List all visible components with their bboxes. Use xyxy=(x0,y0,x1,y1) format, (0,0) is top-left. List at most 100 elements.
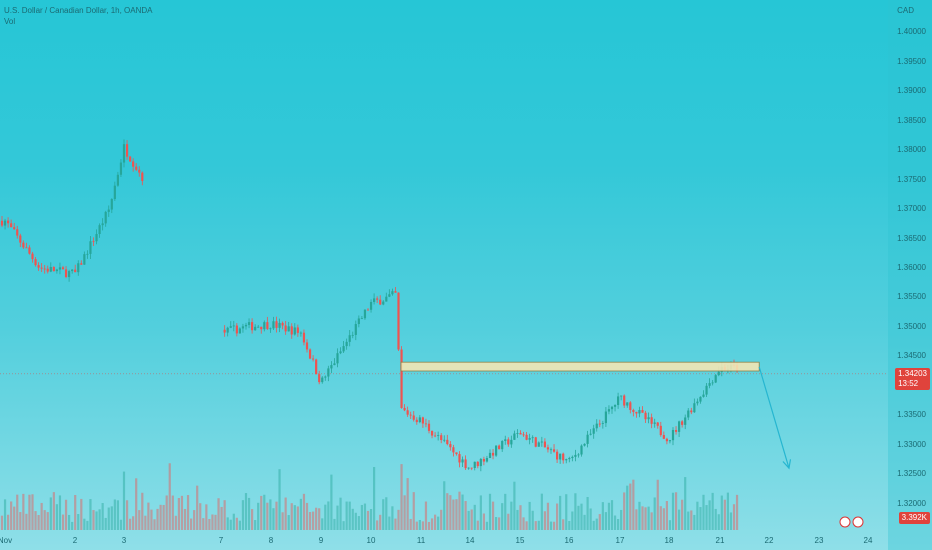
volume-bar xyxy=(565,494,568,530)
volume-bar xyxy=(296,506,299,530)
candle-body xyxy=(668,440,672,442)
volume-bar xyxy=(388,516,391,530)
x-tick-label: 11 xyxy=(416,536,426,545)
volume-bar xyxy=(269,499,272,530)
candle-body xyxy=(644,412,647,420)
candle-body xyxy=(31,253,34,260)
volume-bar xyxy=(119,519,123,530)
volume-bar xyxy=(559,495,562,530)
candle-body xyxy=(302,332,306,343)
candle-body xyxy=(287,326,290,332)
candle-body xyxy=(348,335,351,342)
candle-body xyxy=(430,430,434,436)
volume-bar xyxy=(430,518,434,530)
volume-bar xyxy=(308,511,312,530)
y-tick-label: 1.40000 xyxy=(897,27,926,37)
volume-bar xyxy=(400,464,403,530)
candle-body xyxy=(595,423,598,429)
volume-bar xyxy=(132,516,135,530)
volume-bar xyxy=(620,509,623,530)
volume-bar xyxy=(354,512,357,530)
volume-bar xyxy=(171,495,174,530)
volume-bar xyxy=(0,515,4,530)
candle-body xyxy=(662,435,665,439)
x-tick-label: 24 xyxy=(863,536,873,545)
projection-arrow-head xyxy=(782,459,792,470)
volume-bar xyxy=(196,485,199,530)
volume-bar xyxy=(562,519,565,530)
volume-bar xyxy=(662,508,665,530)
candle-body xyxy=(19,235,22,243)
volume-bar xyxy=(318,508,321,530)
volume-bar xyxy=(678,509,681,530)
volume-bar xyxy=(629,483,632,530)
volume-bar xyxy=(473,504,476,530)
candle-body xyxy=(674,429,678,432)
volume-bar xyxy=(263,494,266,530)
volume-bar xyxy=(409,518,412,530)
volume-bar xyxy=(58,495,62,530)
volume-bar xyxy=(180,495,184,530)
x-tick-label: 15 xyxy=(515,536,525,545)
candle-body xyxy=(80,263,83,265)
volume-bar xyxy=(284,497,287,530)
candle-body xyxy=(293,327,296,335)
candle-body xyxy=(650,417,653,424)
candle-body xyxy=(528,438,531,440)
candle-body xyxy=(92,241,95,243)
volume-bar xyxy=(394,518,397,530)
candle-body xyxy=(607,409,611,412)
volume-bar xyxy=(312,511,315,530)
candle-body xyxy=(409,414,412,416)
volume-bar xyxy=(363,503,367,530)
candle-body xyxy=(321,377,324,383)
volume-bar xyxy=(220,506,223,530)
candle-body xyxy=(254,326,257,331)
candle-body xyxy=(617,396,620,405)
volume-bar xyxy=(80,498,83,530)
volume-bar xyxy=(681,499,684,530)
volume-bar xyxy=(107,507,110,530)
candle-body xyxy=(665,438,668,442)
volume-bar xyxy=(580,503,583,530)
volume-bar xyxy=(647,506,650,530)
candle-body xyxy=(546,447,550,450)
candle-body xyxy=(25,247,28,249)
candle-body xyxy=(449,444,452,448)
candle-body xyxy=(470,467,473,469)
volume-bar xyxy=(458,491,461,530)
us-flag-icon xyxy=(839,516,851,528)
candle-body xyxy=(592,428,595,434)
volume-bar xyxy=(635,509,638,530)
x-tick-label: 22 xyxy=(764,536,774,545)
volume-bar xyxy=(723,499,726,530)
volume-bar xyxy=(568,520,571,530)
candle-body xyxy=(382,301,385,305)
candle-body xyxy=(406,410,409,415)
volume-bar xyxy=(199,503,202,530)
volume-bar xyxy=(68,514,71,530)
last-price-tag: 1.34203 13:52 xyxy=(895,367,930,390)
volume-bar xyxy=(366,510,370,530)
candle-body xyxy=(659,425,662,436)
volume-bar xyxy=(342,521,345,530)
volume-bar xyxy=(717,514,720,530)
volume-bar xyxy=(177,497,180,530)
candle-body xyxy=(55,269,58,272)
volume-bar xyxy=(665,501,668,530)
candle-body xyxy=(101,223,104,226)
volume-bar xyxy=(351,508,354,530)
candle-body xyxy=(241,326,245,329)
candle-body xyxy=(522,434,525,436)
price-scale-bg xyxy=(888,0,932,550)
volume-bar xyxy=(19,512,22,530)
volume-bar xyxy=(403,495,406,530)
candle-body xyxy=(16,229,19,236)
volume-bar xyxy=(650,512,653,530)
volume-bar xyxy=(385,497,388,530)
volume-bar xyxy=(202,518,205,530)
volume-bar xyxy=(510,501,513,530)
x-tick-label: 23 xyxy=(814,536,824,545)
volume-bar xyxy=(64,499,68,530)
volume-bar xyxy=(549,521,553,530)
